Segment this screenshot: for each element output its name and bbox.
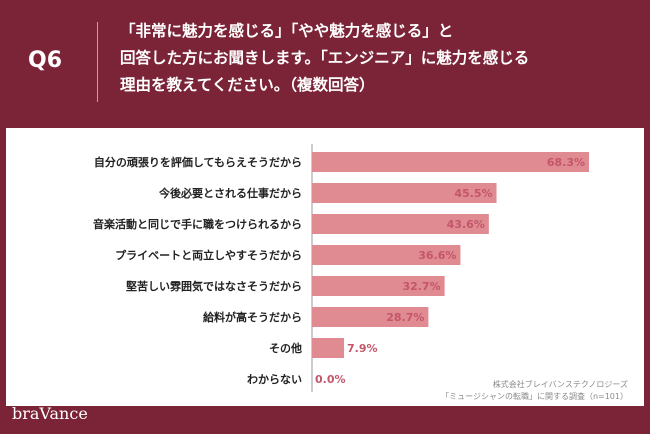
value-label: 0.0%: [315, 373, 346, 386]
bar: [312, 338, 345, 358]
source-line: 「ミュージシャンの転職」に関する調査（n=101）: [441, 392, 628, 401]
bar: [312, 152, 589, 172]
category-label: わからない: [247, 373, 302, 386]
bar: [312, 183, 497, 203]
value-label: 28.7%: [386, 311, 424, 324]
value-label: 7.9%: [347, 342, 378, 355]
bravance-logo: braVance: [12, 404, 88, 423]
category-label: 給料が高そうだから: [203, 310, 302, 324]
category-label: 音楽活動と同じで手に職をつけられるから: [93, 217, 302, 231]
question-line: 「非常に魅力を感じる」「やや魅力を感じる」と: [120, 22, 454, 40]
bar: [312, 214, 489, 234]
question-line: 回答した方にお聞きします。「エンジニア」に魅力を感じる: [120, 49, 530, 67]
category-label: 堅苦しい雰囲気ではなさそうだから: [126, 279, 302, 293]
value-label: 32.7%: [402, 280, 440, 293]
category-label: 今後必要とされる仕事だから: [158, 186, 302, 200]
chart-panel: [6, 128, 644, 406]
question-number: Q6: [28, 48, 63, 73]
category-label: プライベートと両立しやすそうだから: [115, 248, 302, 262]
bar: [312, 307, 429, 327]
source-line: 株式会社ブレイバンステクノロジーズ: [492, 380, 628, 389]
header-divider: [97, 22, 98, 102]
category-label: 自分の頑張りを評価してもらえそうだから: [94, 155, 302, 169]
bar: [312, 245, 461, 265]
value-label: 43.6%: [447, 218, 485, 231]
category-label: その他: [269, 341, 302, 355]
value-label: 36.6%: [418, 249, 456, 262]
question-text: 「非常に魅力を感じる」「やや魅力を感じる」と 回答した方にお聞きします。「エンジ…: [120, 18, 640, 99]
question-header: Q6 「非常に魅力を感じる」「やや魅力を感じる」と 回答した方にお聞きします。「…: [0, 0, 650, 124]
value-label: 45.5%: [454, 187, 492, 200]
bar: [312, 276, 445, 296]
value-label: 68.3%: [547, 156, 585, 169]
source-note: 株式会社ブレイバンステクノロジーズ 「ミュージシャンの転職」に関する調査（n=1…: [441, 379, 628, 403]
question-line: 理由を教えてください。（複数回答）: [120, 76, 375, 94]
